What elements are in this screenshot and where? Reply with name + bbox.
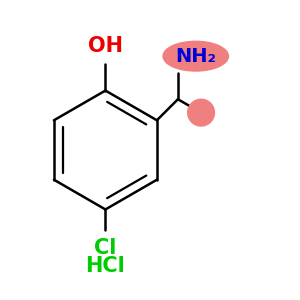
Text: NH₂: NH₂ <box>175 47 216 66</box>
Text: Cl: Cl <box>94 238 117 258</box>
Ellipse shape <box>163 41 228 71</box>
Text: HCl: HCl <box>85 256 125 275</box>
Text: OH: OH <box>88 36 123 56</box>
Circle shape <box>188 99 214 126</box>
